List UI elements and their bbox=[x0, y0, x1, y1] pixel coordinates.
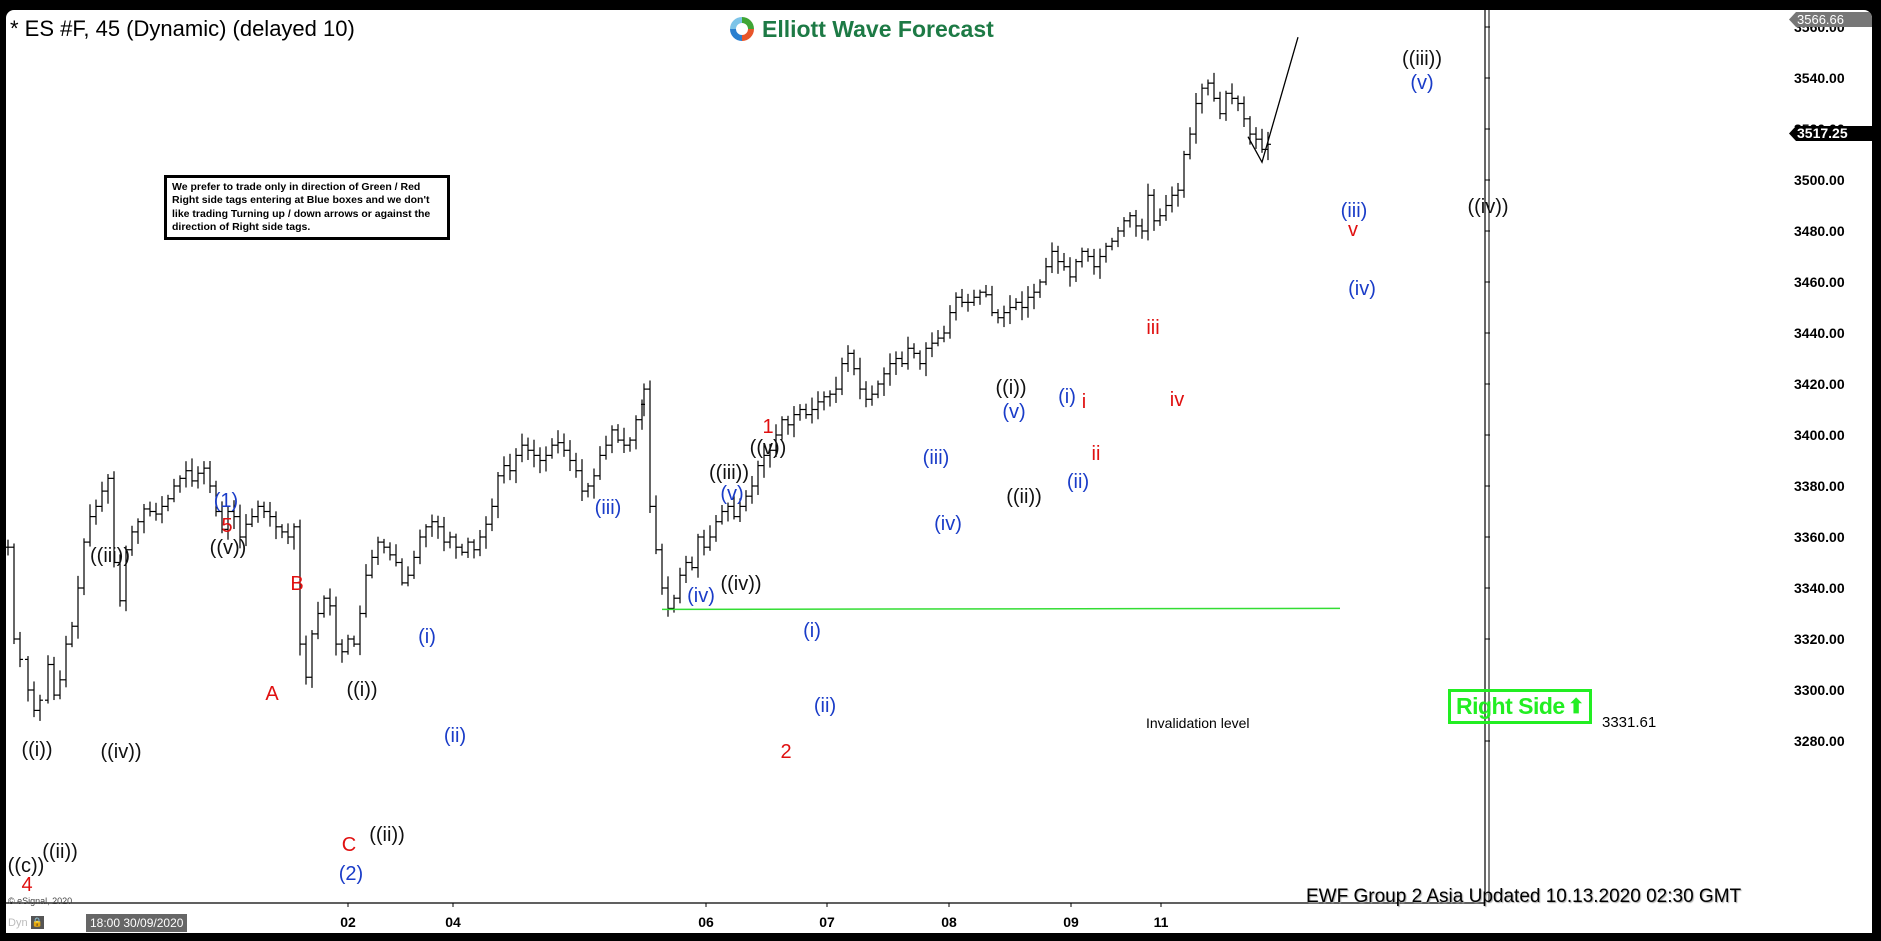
copyright-text: © eSignal, 2020 bbox=[8, 896, 73, 906]
x-tick-label: 02 bbox=[340, 914, 356, 930]
y-tick-label: 3440.00 bbox=[1794, 325, 1845, 341]
wave-label: (v) bbox=[1410, 72, 1434, 94]
update-timestamp: EWF Group 2 Asia Updated 10.13.2020 02:3… bbox=[1306, 886, 1742, 907]
y-tick-label: 3340.00 bbox=[1794, 580, 1845, 596]
y-tick-label: 3540.00 bbox=[1794, 70, 1845, 86]
wave-label: 2 bbox=[780, 741, 792, 763]
y-tick-label: 3380.00 bbox=[1794, 478, 1845, 494]
wave-label: C bbox=[341, 834, 357, 856]
wave-label: (i) bbox=[1058, 386, 1076, 408]
wave-label: (i) bbox=[803, 620, 821, 642]
wave-label: (iii) bbox=[922, 447, 950, 469]
wave-label: (ii) bbox=[443, 725, 467, 747]
right-side-label: Right Side bbox=[1456, 693, 1565, 719]
dyn-label: Dyn bbox=[8, 917, 28, 929]
arrow-up-icon: ⬆ bbox=[1567, 696, 1585, 718]
invalidation-label: Invalidation level bbox=[1146, 715, 1250, 731]
brand-logo: Elliott Wave Forecast bbox=[722, 11, 1000, 47]
time-axis[interactable] bbox=[6, 913, 1785, 933]
y-tick-label: 3480.00 bbox=[1794, 223, 1845, 239]
right-side-tag: Right Side ⬆ bbox=[1448, 689, 1592, 724]
chart-window: * ES #F, 45 (Dynamic) (delayed 10) Ellio… bbox=[6, 10, 1872, 933]
wave-label: ((iv)) bbox=[100, 741, 142, 763]
y-tick-label: 3280.00 bbox=[1794, 733, 1845, 749]
wave-label: ((v)) bbox=[749, 437, 787, 459]
wave-label: (i) bbox=[418, 626, 436, 648]
x-tick-label: 09 bbox=[1063, 914, 1079, 930]
wave-label: B bbox=[290, 573, 304, 595]
wave-label: ((i)) bbox=[346, 679, 378, 701]
wave-label: iii bbox=[1146, 317, 1160, 339]
wave-label: ((iv)) bbox=[720, 573, 762, 595]
high-price-tag: 3566.66 bbox=[1789, 12, 1872, 27]
x-tick-label: 11 bbox=[1153, 914, 1169, 930]
logo-text: Elliott Wave Forecast bbox=[762, 15, 994, 42]
wave-label: (iv) bbox=[1348, 278, 1376, 300]
last-price-tag: 3517.25 bbox=[1789, 126, 1872, 141]
wave-label: 5 bbox=[221, 515, 233, 537]
logo-swirl-icon bbox=[730, 17, 754, 41]
wave-label: ((ii)) bbox=[369, 824, 405, 846]
projection-path bbox=[1247, 37, 1299, 164]
y-tick-label: 3420.00 bbox=[1794, 376, 1845, 392]
wave-label: ((iii)) bbox=[90, 545, 130, 567]
wave-label: ((i)) bbox=[995, 377, 1027, 399]
y-tick-label: 3320.00 bbox=[1794, 631, 1845, 647]
wave-label: i bbox=[1081, 391, 1087, 413]
wave-label: (2) bbox=[338, 863, 364, 885]
wave-label: ii bbox=[1091, 443, 1101, 465]
trading-notice-box: We prefer to trade only in direction of … bbox=[164, 175, 450, 241]
wave-label: (iii) bbox=[1340, 200, 1368, 222]
wave-label: ((iv)) bbox=[1467, 196, 1509, 218]
wave-label: (ii) bbox=[813, 695, 837, 717]
wave-label: (v) bbox=[720, 483, 744, 505]
wave-label: (1) bbox=[213, 490, 239, 512]
wave-label: ((c)) bbox=[7, 855, 45, 877]
invalidation-line bbox=[661, 607, 1341, 611]
wave-label: 4 bbox=[21, 874, 33, 896]
wave-label: v bbox=[1348, 219, 1358, 241]
wave-label: A bbox=[265, 683, 279, 705]
wave-label: 1 bbox=[762, 416, 774, 438]
y-tick-label: 3360.00 bbox=[1794, 529, 1845, 545]
wave-label: (iii) bbox=[594, 497, 622, 519]
wave-label: ((v)) bbox=[209, 537, 247, 559]
cursor-date-badge: 18:00 30/09/2020 bbox=[86, 914, 188, 932]
wave-label: ((ii)) bbox=[42, 841, 78, 863]
wave-label: (iv) bbox=[934, 513, 962, 535]
y-tick-label: 3500.00 bbox=[1794, 172, 1845, 188]
x-tick-label: 07 bbox=[819, 914, 835, 930]
wave-label: ((i)) bbox=[21, 739, 53, 761]
wave-label: ((iii)) bbox=[1402, 48, 1442, 70]
wave-label: iv bbox=[1169, 389, 1185, 411]
wave-label: (ii) bbox=[1066, 471, 1090, 493]
y-tick-label: 3460.00 bbox=[1794, 274, 1845, 290]
y-tick-label: 3400.00 bbox=[1794, 427, 1845, 443]
wave-label: ((iii)) bbox=[709, 462, 749, 484]
lock-icon[interactable]: 🔒 bbox=[31, 916, 44, 929]
x-tick-label: 08 bbox=[941, 914, 957, 930]
chart-title: * ES #F, 45 (Dynamic) (delayed 10) bbox=[10, 16, 355, 41]
wave-label: (v) bbox=[1002, 401, 1026, 423]
price-chart[interactable] bbox=[6, 10, 1872, 933]
ohlc-bars bbox=[6, 72, 1271, 721]
y-tick-label: 3300.00 bbox=[1794, 682, 1845, 698]
wave-label: (iv) bbox=[687, 585, 715, 607]
wave-label: ((ii)) bbox=[1006, 486, 1042, 508]
x-tick-label: 06 bbox=[698, 914, 714, 930]
x-tick-label: 04 bbox=[445, 914, 461, 930]
invalidation-value: 3331.61 bbox=[1602, 714, 1657, 731]
